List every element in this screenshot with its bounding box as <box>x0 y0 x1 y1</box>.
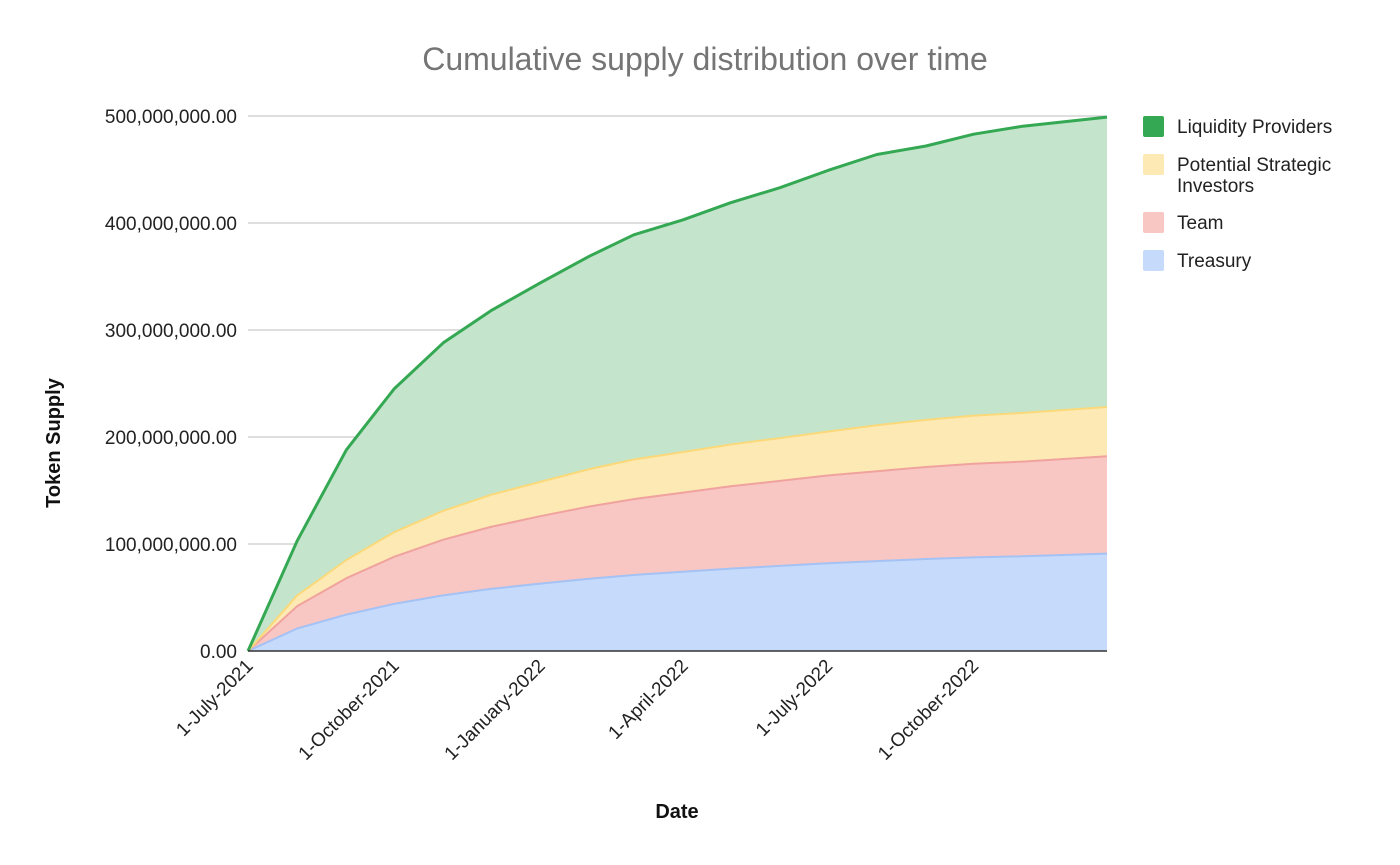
plot-lines <box>246 115 1108 652</box>
x-tick-label: 1-October-2021 <box>295 656 404 765</box>
plot-areas <box>248 117 1107 652</box>
legend-label: Potential Strategic <box>1177 155 1331 176</box>
legend-swatch <box>1143 250 1164 271</box>
x-tick-label: 1-October-2022 <box>874 656 983 765</box>
x-tick-label: 1-July-2021 <box>172 656 257 741</box>
y-tick-label: 300,000,000.00 <box>105 321 237 342</box>
y-axis-title: Token Supply <box>43 377 65 508</box>
x-tick-label: 1-April-2022 <box>605 656 693 744</box>
legend-label: Investors <box>1177 176 1254 197</box>
line-liquidity-providers <box>246 115 1108 652</box>
chart-title: Cumulative supply distribution over time <box>422 41 988 77</box>
legend-label: Liquidity Providers <box>1177 117 1332 138</box>
legend-label: Treasury <box>1177 251 1252 272</box>
legend-swatch <box>1143 212 1164 233</box>
area-liquidity-providers <box>248 117 1107 652</box>
line-treasury <box>247 552 1108 652</box>
legend: Liquidity Providers Potential StrategicIn… <box>1143 116 1332 272</box>
line-potential-strategic-investors <box>247 406 1108 652</box>
y-tick-label: 400,000,000.00 <box>105 214 237 235</box>
x-tick-label: 1-January-2022 <box>441 656 550 765</box>
y-tick-label: 500,000,000.00 <box>105 107 237 128</box>
area-potential-strategic-investors <box>248 407 1107 651</box>
y-tick-label: 0.00 <box>200 642 237 663</box>
y-axis-tick-labels: 0.00 100,000,000.00 200,000,000.00 300,000,… <box>105 107 237 663</box>
y-tick-label: 200,000,000.00 <box>105 428 237 449</box>
legend-item-liquidity-providers: Liquidity Providers <box>1143 116 1332 138</box>
x-axis-title: Date <box>655 801 698 823</box>
x-tick-label: 1-July-2022 <box>752 656 837 741</box>
legend-swatch <box>1143 116 1164 137</box>
x-axis-tick-labels: 1-July-2021 1-October-2021 1-January-2022 1… <box>172 656 983 765</box>
legend-item-treasury: Treasury <box>1143 250 1252 272</box>
line-team <box>247 455 1108 652</box>
y-tick-label: 100,000,000.00 <box>105 535 237 556</box>
legend-swatch <box>1143 154 1164 175</box>
area-team <box>248 456 1107 651</box>
area-treasury <box>248 553 1107 651</box>
legend-label: Team <box>1177 213 1223 234</box>
legend-item-team: Team <box>1143 212 1223 234</box>
